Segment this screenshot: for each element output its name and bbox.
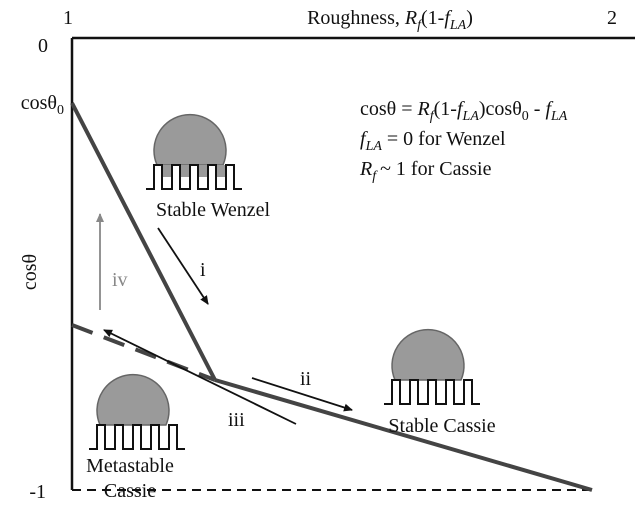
arrow-i [157,227,209,305]
x-tick: 2 [607,7,617,29]
state-label: Stable Wenzel [156,199,271,221]
cassie-line [214,378,593,492]
droplets [89,113,480,450]
y-tick: -1 [29,481,46,503]
y-tick: cosθ0 [21,92,64,118]
droplet [391,328,465,381]
state-label: Metastable [86,455,174,477]
wetted-groove [216,165,226,177]
arrow-label: ii [300,368,312,390]
arrow-label: i [200,259,206,281]
arrow-label: iii [228,409,245,431]
arrow-label: iv [112,269,128,291]
pillars [89,424,185,450]
arrow-ii [251,377,353,412]
wenzel-line [70,102,217,381]
metastable-line [71,323,216,382]
equation-line: cosθ = Rf(1-fLA)cosθ0 - fLA [360,98,568,124]
arrow-iii [103,329,297,425]
equation-line: fLA = 0 for Wenzel [360,128,506,154]
pillars [384,379,480,405]
y-tick: 0 [38,35,48,57]
x-title: Roughness, Rf(1-fLA) [307,7,473,33]
x-tick: 1 [63,7,73,29]
wetted-groove [198,165,208,177]
y-title: cosθ [19,254,41,290]
state-label: Stable Cassie [388,415,495,437]
droplet [153,113,227,166]
wetted-groove [180,165,190,177]
droplet [96,373,170,426]
wetted-groove [162,165,172,177]
pillars [146,164,242,190]
state-label: Cassie [104,480,156,502]
equation-line: Rf ~ 1 for Cassie [359,158,492,184]
